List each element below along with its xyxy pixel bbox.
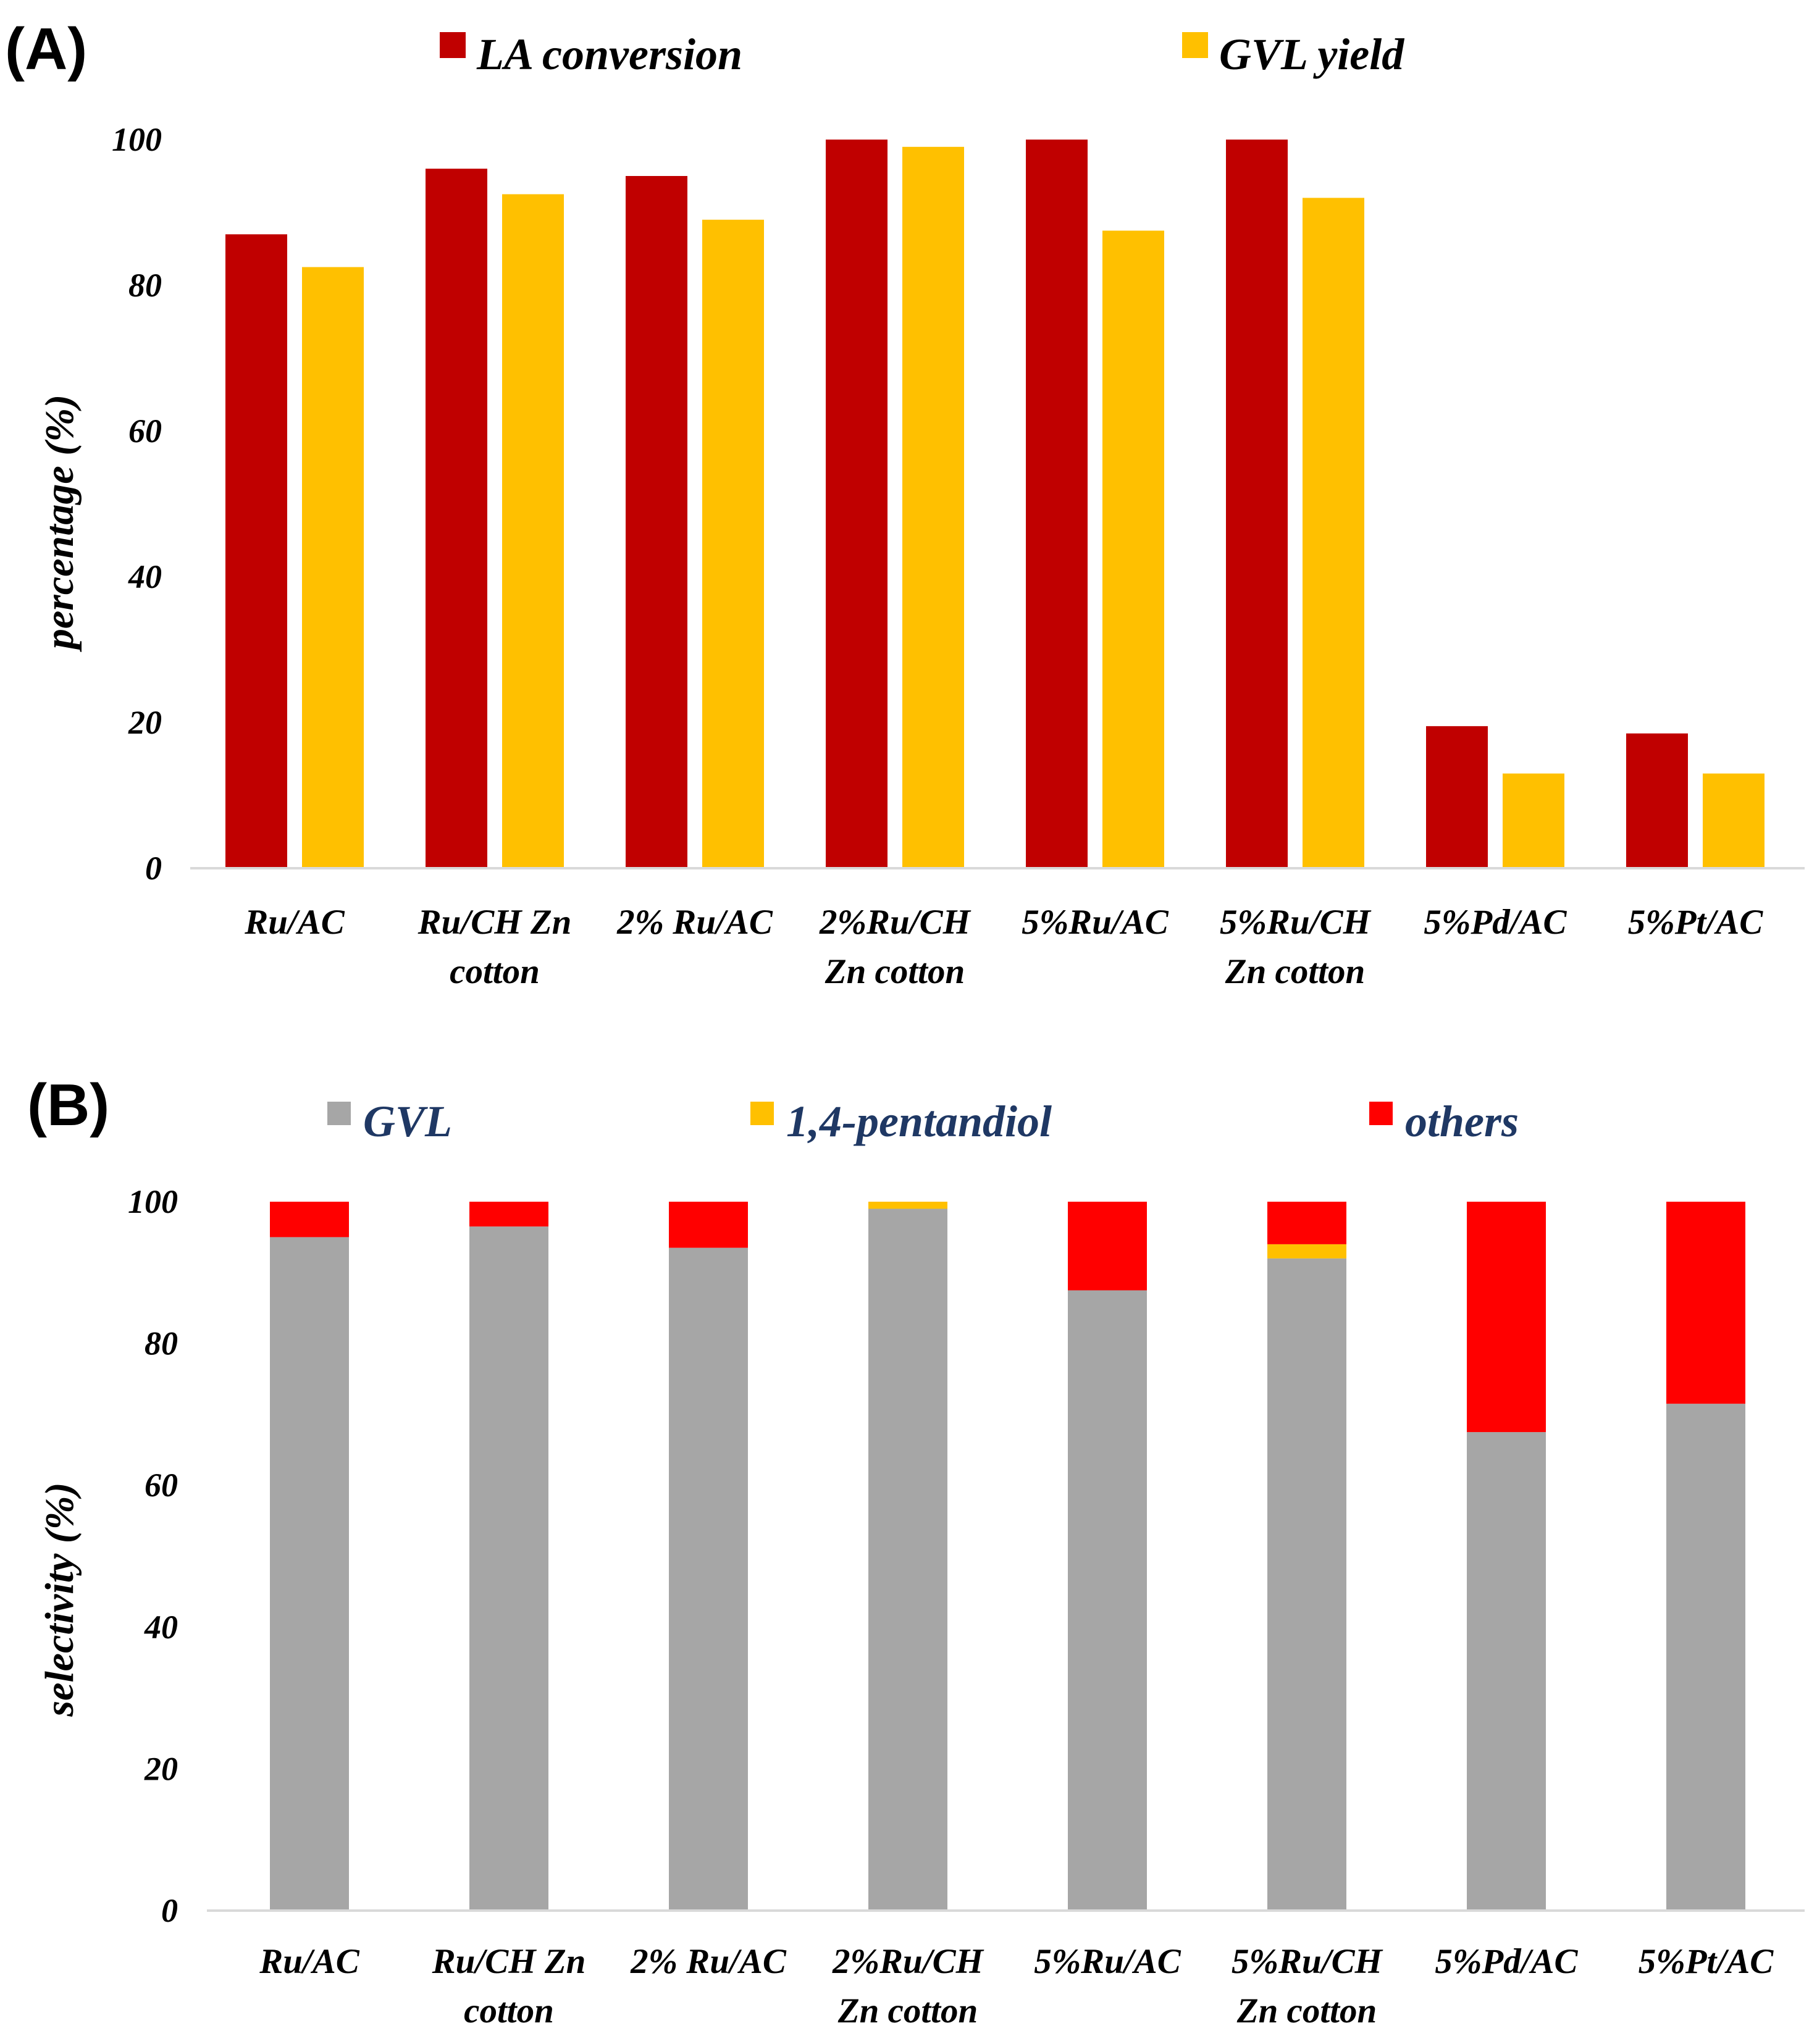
category-label: Ru/CH Zn	[432, 1942, 586, 1981]
bar-segment-others-ru-ch-zn-cotton	[469, 1202, 548, 1227]
y-tick-label: 60	[128, 413, 162, 450]
panel-b-label: (B)	[27, 1072, 109, 1138]
bar-segment-gvl-5-pd-ac	[1467, 1432, 1546, 1911]
bar-gvl-yield-2-ru-ch-zn-cotton	[902, 146, 964, 868]
y-tick-label: 80	[145, 1325, 178, 1362]
panel-b-bars	[270, 1202, 1745, 1911]
y-tick-label: 60	[145, 1467, 178, 1504]
category-label: 5%Ru/CH	[1232, 1942, 1383, 1981]
legend-label-la-conversion: LA conversion	[476, 30, 742, 79]
category-label: Zn cotton	[1225, 952, 1365, 991]
bar-gvl-yield-ru-ch-zn-cotton	[502, 194, 564, 868]
legend-swatch-la-conversion	[440, 32, 466, 58]
panel-a-bars	[225, 140, 1765, 869]
category-label: 5%Pd/AC	[1435, 1942, 1578, 1981]
panel-a-y-ticks: 0 20 40 60 80 100	[112, 121, 162, 887]
y-tick-label: 80	[128, 267, 162, 304]
bar-segment-others-2-ru-ac	[669, 1202, 748, 1248]
legend-label-gvl: GVL	[363, 1097, 452, 1146]
panel-a-conversion-yield-chart: (A) LA conversion GVL yield percentage (%…	[5, 16, 1805, 991]
category-label: cotton	[450, 952, 540, 991]
bar-la-conversion-5-pd-ac	[1426, 726, 1488, 868]
legend-label-gvl-yield: GVL yield	[1219, 30, 1404, 79]
bar-la-conversion-2-ru-ch-zn-cotton	[826, 140, 888, 868]
bar-la-conversion-ru-ac	[225, 234, 287, 868]
legend-swatch-1-4-pentandiol	[750, 1102, 774, 1125]
bar-gvl-yield-5-ru-ch-zn-cotton	[1303, 198, 1364, 868]
bar-segment-others-5-ru-ch-zn-cotton	[1267, 1202, 1346, 1244]
bar-segment-1-4-pentandiol-2-ru-ch-zn-cotton	[868, 1202, 947, 1209]
bar-segment-gvl-5-ru-ch-zn-cotton	[1267, 1258, 1346, 1911]
bar-gvl-yield-5-ru-ac	[1102, 230, 1164, 868]
panel-a-label: (A)	[5, 16, 87, 82]
bar-gvl-yield-5-pt-ac	[1703, 773, 1765, 868]
category-label: 5%Pd/AC	[1424, 903, 1567, 942]
legend-label-1-4-pentandiol: 1,4-pentandiol	[786, 1097, 1052, 1146]
bar-segment-others-5-pd-ac	[1467, 1202, 1546, 1433]
panel-b-selectivity-chart: (B) GVL 1,4-pentandiol others selectivity …	[27, 1072, 1805, 2030]
panel-a-y-axis-label: percentage (%)	[37, 395, 82, 652]
legend-swatch-gvl-yield	[1182, 32, 1208, 58]
legend-swatch-others	[1369, 1102, 1393, 1125]
category-label: Ru/AC	[259, 1942, 360, 1981]
bar-la-conversion-5-ru-ac	[1026, 140, 1088, 868]
bar-segment-others-ru-ac	[270, 1202, 349, 1238]
category-label: 5%Ru/AC	[1022, 903, 1169, 942]
bar-segment-others-5-pt-ac	[1666, 1202, 1745, 1404]
legend-label-others: others	[1405, 1097, 1519, 1146]
panel-b-y-axis-label: selectivity (%)	[37, 1482, 82, 1717]
bar-gvl-yield-ru-ac	[302, 267, 364, 868]
bar-segment-1-4-pentandiol-5-ru-ch-zn-cotton	[1267, 1244, 1346, 1259]
panel-b-legend: GVL 1,4-pentandiol others	[327, 1097, 1519, 1146]
y-tick-label: 40	[128, 558, 162, 595]
panel-b-category-labels: Ru/AC Ru/CH Zn cotton 2% Ru/AC 2%Ru/CH Zn cot…	[259, 1942, 1774, 2030]
bar-gvl-yield-5-pd-ac	[1503, 773, 1564, 868]
y-tick-label: 20	[144, 1750, 178, 1787]
bar-segment-gvl-5-ru-ac	[1068, 1290, 1147, 1911]
y-tick-label: 100	[128, 1183, 178, 1220]
bar-la-conversion-ru-ch-zn-cotton	[426, 169, 487, 869]
panel-a-category-labels: Ru/AC Ru/CH Zn cotton 2% Ru/AC 2%Ru/CH Zn cot…	[244, 903, 1763, 991]
category-label: 5%Pt/AC	[1639, 1942, 1774, 1981]
category-label: Zn cotton	[825, 952, 965, 991]
panel-a-legend: LA conversion GVL yield	[440, 30, 1404, 79]
bar-segment-gvl-2-ru-ac	[669, 1247, 748, 1911]
panel-b-y-ticks: 0 20 40 60 80 100	[128, 1183, 178, 1929]
category-label: 5%Pt/AC	[1628, 903, 1763, 942]
category-label: 2% Ru/AC	[616, 903, 773, 942]
y-tick-label: 0	[145, 850, 162, 887]
category-label: cotton	[464, 1992, 554, 2030]
bar-la-conversion-2-ru-ac	[626, 176, 687, 868]
category-label: Zn cotton	[837, 1992, 978, 2030]
category-label: Ru/AC	[244, 903, 345, 942]
bar-segment-gvl-ru-ac	[270, 1237, 349, 1911]
y-tick-label: 0	[161, 1892, 178, 1929]
category-label: 2% Ru/AC	[630, 1942, 787, 1981]
bar-segment-gvl-5-pt-ac	[1666, 1404, 1745, 1911]
category-label: 5%Ru/AC	[1034, 1942, 1181, 1981]
y-tick-label: 40	[144, 1609, 178, 1646]
category-label: 2%Ru/CH	[832, 1942, 984, 1981]
bar-la-conversion-5-ru-ch-zn-cotton	[1226, 140, 1288, 868]
category-label: 5%Ru/CH	[1220, 903, 1372, 942]
y-tick-label: 100	[112, 121, 162, 158]
bar-segment-gvl-2-ru-ch-zn-cotton	[868, 1208, 947, 1911]
legend-swatch-gvl	[327, 1102, 351, 1125]
bar-la-conversion-5-pt-ac	[1626, 733, 1688, 868]
y-tick-label: 20	[128, 704, 162, 741]
bar-segment-gvl-ru-ch-zn-cotton	[469, 1226, 548, 1911]
category-label: 2%Ru/CH	[819, 903, 971, 942]
bar-segment-others-5-ru-ac	[1068, 1202, 1147, 1291]
category-label: Zn cotton	[1236, 1992, 1377, 2030]
category-label: Ru/CH Zn	[418, 903, 572, 942]
bar-gvl-yield-2-ru-ac	[702, 219, 764, 868]
